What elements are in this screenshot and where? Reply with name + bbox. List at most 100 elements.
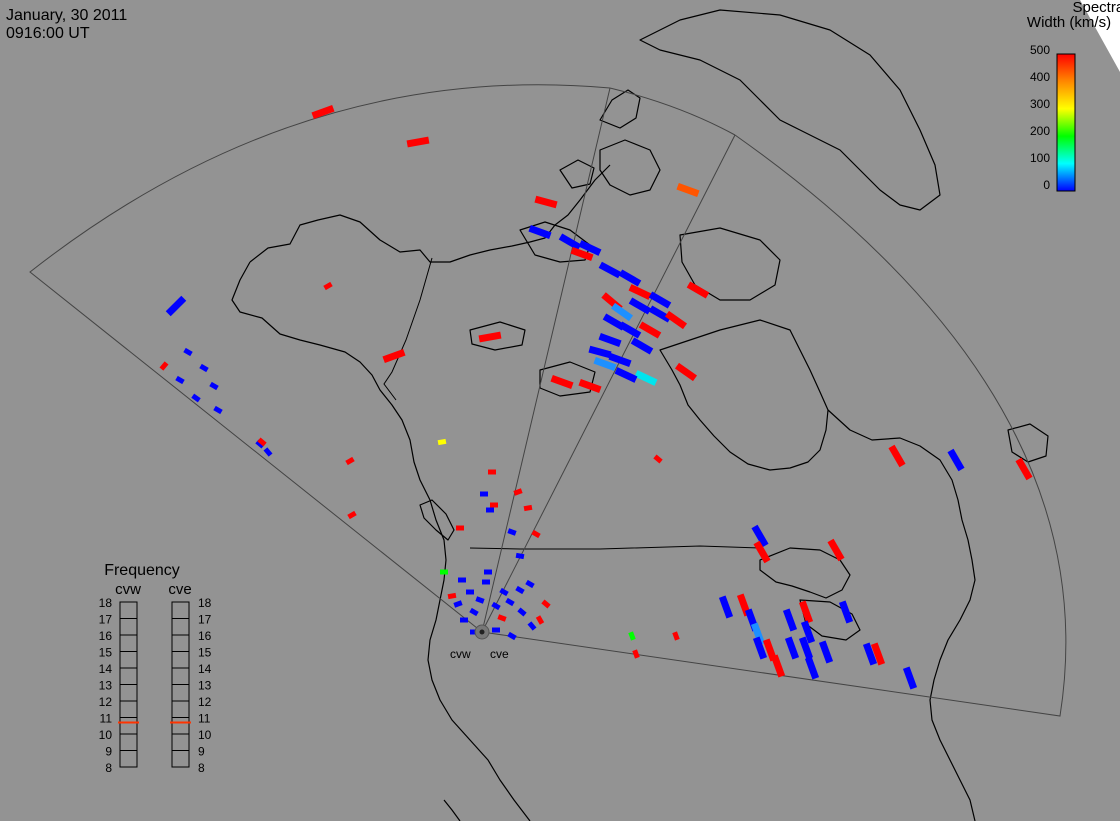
cve-frequency-cell	[171, 634, 190, 652]
backscatter-cell	[257, 437, 267, 447]
backscatter-cell	[770, 654, 786, 678]
backscatter-data	[159, 104, 1033, 690]
backscatter-cell	[440, 569, 448, 575]
backscatter-cell	[902, 666, 918, 690]
colorbar-title-line1: Spectral	[1072, 0, 1120, 16]
backscatter-cell	[632, 649, 640, 659]
backscatter-cell	[888, 444, 906, 468]
cve-frequency-tick: 14	[198, 662, 212, 676]
backscatter-cell	[480, 491, 488, 497]
cve-frequency-tick: 10	[198, 728, 212, 742]
cvw-frequency-tick: 13	[99, 679, 113, 693]
backscatter-cell	[947, 448, 965, 472]
cve-fov-west-edge	[481, 134, 736, 633]
backscatter-cell	[191, 393, 201, 403]
cve-frequency-tick: 13	[198, 679, 212, 693]
backscatter-cell	[484, 569, 492, 575]
backscatter-cell	[213, 405, 223, 415]
cvw-frequency-tick: 8	[105, 761, 112, 775]
backscatter-cell	[630, 337, 654, 355]
backscatter-cell	[453, 600, 463, 608]
backscatter-cell	[686, 281, 710, 299]
cvw-frequency-tick: 11	[100, 712, 113, 726]
cve-frequency-tick: 8	[198, 761, 205, 775]
backscatter-cell	[798, 600, 814, 624]
backscatter-cell	[507, 528, 517, 536]
backscatter-cell	[255, 439, 265, 449]
backscatter-cell	[558, 233, 582, 251]
cvw-frequency-cell	[119, 750, 138, 768]
cve-frequency-cell	[171, 651, 190, 669]
backscatter-cell	[490, 502, 498, 508]
frequency-cve-label: cve	[168, 581, 191, 598]
backscatter-cell	[608, 352, 632, 368]
backscatter-cell	[804, 656, 820, 680]
backscatter-cell	[664, 310, 688, 330]
backscatter-cell	[515, 552, 525, 560]
cvw-frequency-tick: 14	[99, 662, 113, 676]
colorbar-tick-200: 200	[1030, 124, 1050, 138]
backscatter-cell	[345, 456, 355, 466]
us-canada-border	[469, 545, 761, 550]
cvw-frequency-cell	[119, 700, 138, 718]
backscatter-cell	[183, 347, 193, 357]
radar-sites: cvw cve	[450, 624, 509, 661]
cve-frequency-tick: 17	[198, 613, 212, 627]
backscatter-cell	[528, 224, 552, 240]
backscatter-cell	[593, 356, 617, 372]
backscatter-cell	[460, 617, 468, 623]
cvw-frequency-tick: 15	[99, 646, 113, 660]
cve-frequency-cell	[171, 601, 190, 619]
backscatter-cell	[648, 305, 672, 323]
backscatter-cell	[527, 621, 537, 631]
radar-site-center	[479, 629, 485, 635]
cvw-frequency-cell	[119, 601, 138, 619]
backscatter-cell	[209, 381, 219, 391]
backscatter-cell	[628, 284, 652, 300]
backscatter-cell	[578, 240, 602, 256]
backscatter-cell	[175, 375, 185, 385]
backscatter-cell	[491, 601, 501, 611]
colorbar-tick-300: 300	[1030, 97, 1050, 111]
backscatter-cell	[513, 488, 523, 496]
cve-frequency-tick: 16	[198, 629, 212, 643]
backscatter-cell	[531, 529, 541, 539]
backscatter-cell	[602, 313, 626, 331]
backscatter-cell	[447, 592, 457, 600]
backscatter-cell	[752, 636, 768, 660]
backscatter-cell	[751, 524, 769, 548]
cvw-site-label: cvw	[450, 647, 471, 661]
backscatter-cell	[507, 631, 517, 641]
backscatter-cell	[497, 614, 507, 622]
colorbar-tick-0: 0	[1043, 178, 1050, 192]
frequency-panel: Frequency cvw cve 1817161514131211109818…	[99, 562, 212, 775]
backscatter-cell	[653, 454, 663, 464]
backscatter-cell	[676, 182, 700, 198]
cvw-frequency-tick: 17	[99, 613, 113, 627]
alaska-canada-border	[383, 257, 433, 401]
backscatter-cell	[159, 361, 169, 371]
backscatter-cell	[347, 510, 357, 520]
backscatter-cell	[466, 589, 474, 595]
backscatter-cell	[628, 631, 636, 641]
cve-frequency-tick: 12	[198, 695, 212, 709]
backscatter-cell	[517, 607, 527, 617]
radar-fov	[29, 84, 1067, 717]
backscatter-cell	[648, 291, 672, 309]
backscatter-cell	[798, 636, 814, 660]
colorbar-tick-100: 100	[1030, 151, 1050, 165]
backscatter-cell	[628, 297, 652, 315]
backscatter-cell	[827, 538, 845, 562]
colorbar-title-line2: Width (km/s)	[1027, 14, 1111, 31]
backscatter-cell	[482, 579, 490, 585]
backscatter-cell	[588, 345, 612, 359]
backscatter-cell	[475, 596, 485, 604]
backscatter-cell	[263, 447, 273, 457]
backscatter-cell	[525, 579, 535, 589]
backscatter-cell	[762, 638, 778, 662]
backscatter-cell	[638, 321, 662, 339]
cvw-frequency-tick: 16	[99, 629, 113, 643]
borders	[383, 257, 761, 550]
cvw-frequency-cell	[119, 651, 138, 669]
backscatter-cell	[382, 348, 406, 364]
